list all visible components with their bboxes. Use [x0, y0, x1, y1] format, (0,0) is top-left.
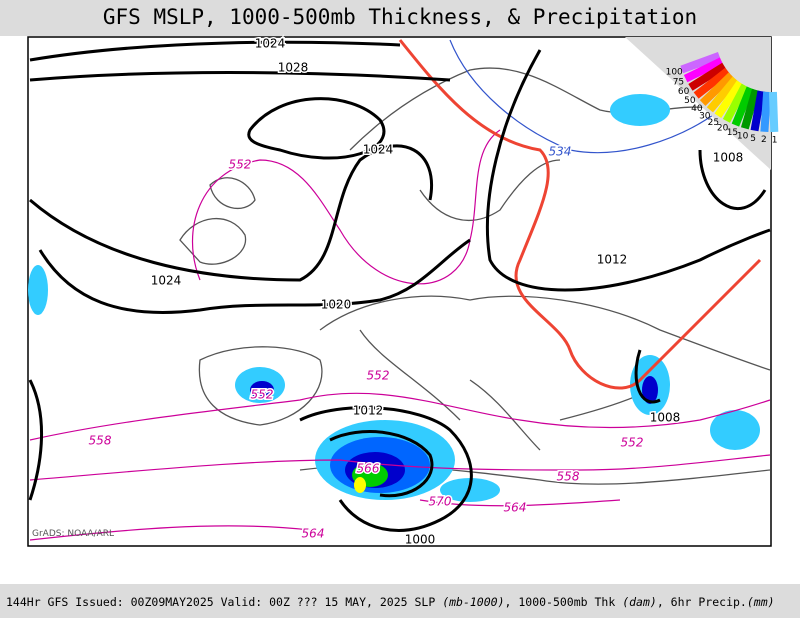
- isobar-label: 1000: [405, 533, 436, 547]
- legend-band: [768, 91, 779, 133]
- freezing-thickness-contour: [398, 39, 762, 390]
- coastline: [179, 177, 256, 265]
- legend-label: 5: [750, 134, 756, 144]
- isobar-label: 1020: [321, 298, 352, 312]
- title: GFS MSLP, 1000-500mb Thickness, & Precip…: [103, 5, 697, 29]
- legend-band: [740, 88, 760, 130]
- footer: 144Hr GFS Issued: 00Z09MAY2025 Valid: 00…: [6, 595, 775, 609]
- footer-unit: (mb-1000): [442, 595, 504, 609]
- legend-band: [760, 91, 772, 133]
- footer-text: 144Hr GFS Issued: 00Z09MAY2025 Valid: 00…: [6, 595, 442, 609]
- legend-label: 50: [684, 96, 696, 106]
- legend-label: 100: [666, 68, 683, 78]
- legend-band: [750, 90, 766, 132]
- legend-band: [680, 52, 721, 74]
- legend-background: [625, 37, 771, 170]
- thickness-label: 564: [302, 527, 325, 541]
- legend-label: 2: [761, 135, 767, 145]
- thickness-label: 552: [621, 436, 644, 450]
- legend-band: [714, 80, 744, 118]
- legend-band: [699, 72, 735, 106]
- isobar-label: 1012: [353, 404, 384, 418]
- footer-text: , 6hr Precip.: [657, 595, 747, 609]
- legend-label: 60: [678, 87, 690, 97]
- thickness-label: 558: [557, 470, 580, 484]
- legend-label: 40: [691, 104, 703, 114]
- credit: GrADS: NOAA/ARL: [32, 529, 114, 539]
- legend-label: 10: [737, 132, 749, 142]
- thickness-label: 552: [229, 158, 252, 172]
- map-layer: [28, 39, 771, 541]
- legend-band: [706, 76, 739, 113]
- isobar-label: 1008: [713, 151, 744, 165]
- isobar-label: 1012: [597, 253, 628, 267]
- thickness-label: 570: [429, 495, 452, 509]
- thickness-label: 558: [89, 434, 112, 448]
- legend-label: 75: [673, 78, 684, 88]
- legend-label: 20: [717, 123, 729, 133]
- thickness-label: 564: [504, 501, 527, 515]
- legend-band: [688, 62, 727, 91]
- isobar-label: 1024: [255, 37, 286, 51]
- coastline: [299, 295, 771, 485]
- footer-unit: (dam): [622, 595, 657, 609]
- legend-label: 30: [699, 111, 711, 121]
- thickness-label: 552: [251, 388, 274, 402]
- thickness-contours: [29, 129, 771, 541]
- cold-thickness-label: 534: [549, 145, 572, 159]
- footer-bar: [0, 584, 800, 618]
- legend-label: 25: [708, 118, 719, 128]
- isobars: [28, 40, 771, 532]
- title-bar: [0, 0, 800, 36]
- legend-label: 15: [727, 128, 738, 138]
- footer-text: , 1000-500mb Thk: [505, 595, 623, 609]
- coastline: [198, 346, 323, 426]
- isobar-label: 1024: [363, 143, 394, 157]
- isobar-label: 1024: [151, 274, 182, 288]
- legend-label: 1: [772, 135, 778, 145]
- thickness-label: 552: [367, 369, 390, 383]
- thickness-label: 566: [357, 462, 380, 476]
- legend-band: [731, 86, 755, 127]
- legend-band: [683, 57, 724, 83]
- precipitation: [28, 94, 760, 502]
- cold-thickness-contour: [449, 39, 721, 154]
- legend-band: [693, 67, 731, 99]
- isobar-label: 1028: [278, 61, 309, 75]
- isobar-label: 1008: [650, 411, 681, 425]
- legend-band: [722, 83, 749, 123]
- footer-unit: (mm): [747, 595, 775, 609]
